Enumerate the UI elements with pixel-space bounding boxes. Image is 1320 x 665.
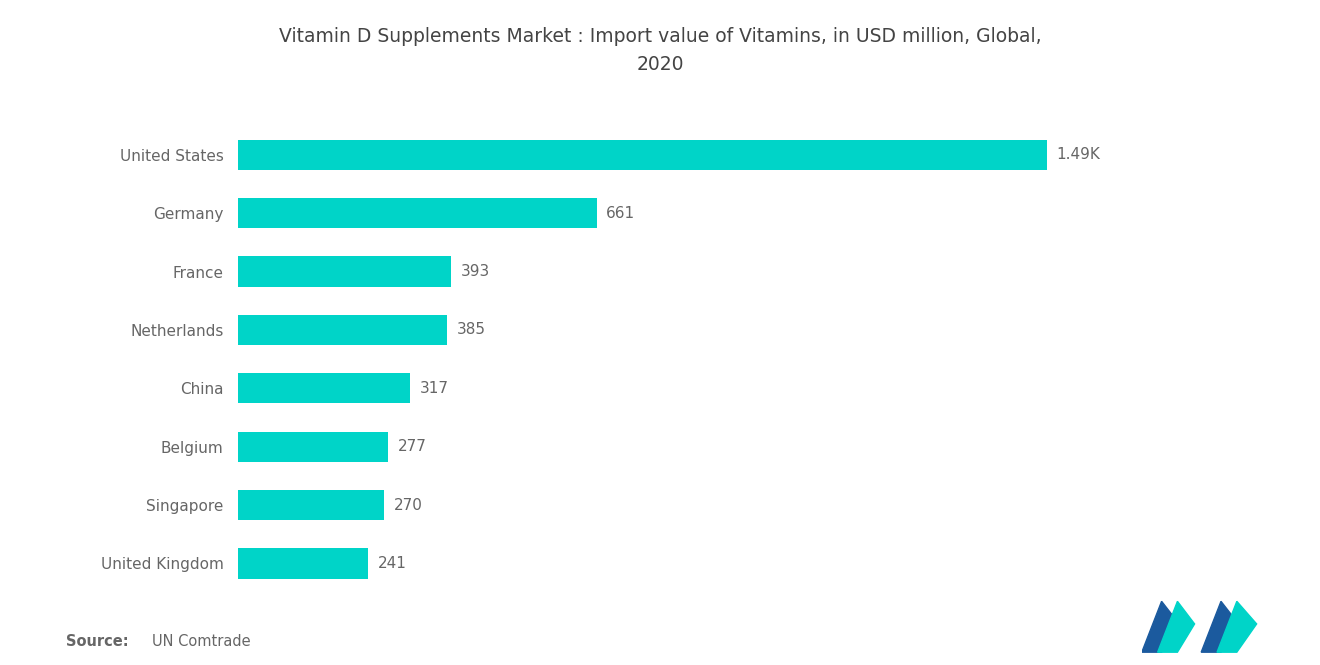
Bar <box>238 315 446 345</box>
Text: UN Comtrade: UN Comtrade <box>152 634 251 649</box>
Text: 277: 277 <box>397 439 426 454</box>
Bar <box>238 373 409 404</box>
Text: Vitamin D Supplements Market : Import value of Vitamins, in USD million, Global,: Vitamin D Supplements Market : Import va… <box>279 27 1041 74</box>
Text: 1.49K: 1.49K <box>1056 147 1101 162</box>
Bar <box>238 432 388 462</box>
Text: Source:: Source: <box>66 634 128 649</box>
Bar <box>238 256 451 287</box>
Bar <box>238 198 597 228</box>
Bar <box>238 490 384 520</box>
Text: 385: 385 <box>457 323 486 337</box>
Polygon shape <box>1201 601 1241 652</box>
Polygon shape <box>1217 601 1257 652</box>
Text: 270: 270 <box>393 497 422 513</box>
Bar <box>238 548 368 579</box>
Text: 661: 661 <box>606 205 635 221</box>
Polygon shape <box>1142 601 1181 652</box>
Text: 317: 317 <box>420 381 449 396</box>
Bar <box>238 140 1047 170</box>
Text: 393: 393 <box>461 264 490 279</box>
Polygon shape <box>1158 601 1195 652</box>
Text: 241: 241 <box>379 556 407 571</box>
